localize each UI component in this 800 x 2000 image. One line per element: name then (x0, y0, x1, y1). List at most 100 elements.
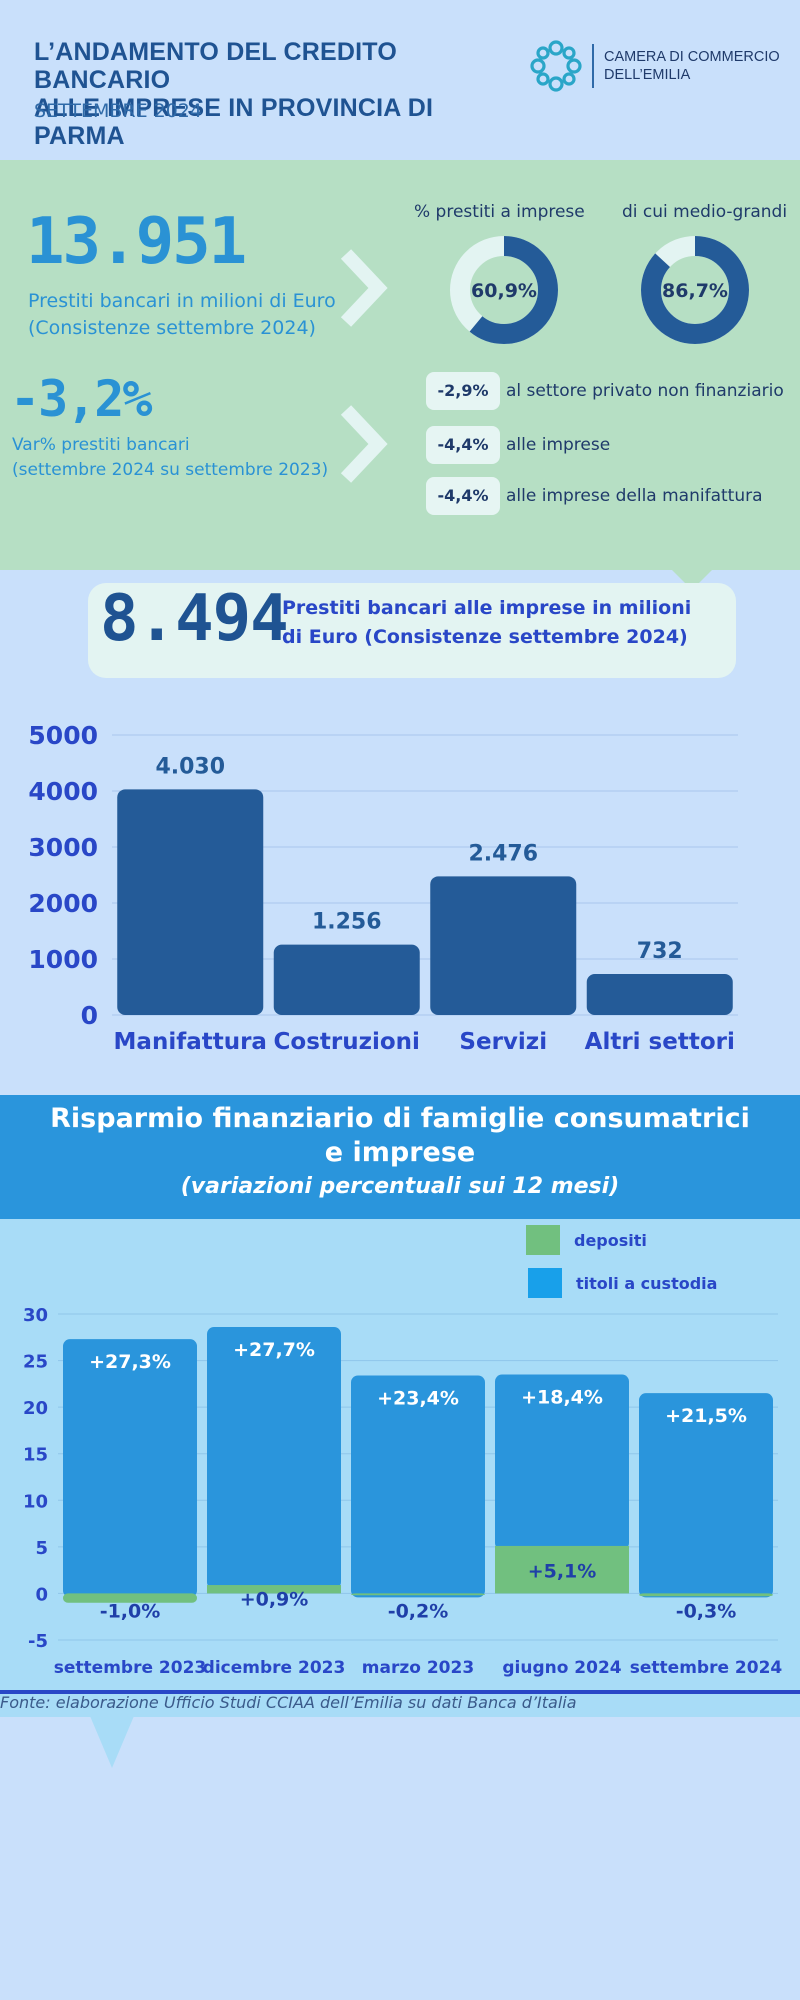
y-tick-label: 3000 (28, 833, 98, 862)
bar-value-label-depositi: +5,1% (528, 1561, 597, 1583)
business-loans-desc-line-2: di Euro (Consistenze settembre 2024) (282, 626, 688, 648)
breakdown-value: -4,4% (426, 477, 500, 515)
legend-swatch-deposits (526, 1225, 560, 1255)
savings-title-line-2: e imprese (324, 1137, 476, 1168)
bar-altri-settori (586, 974, 733, 1015)
bar-value-label-depositi: -0,3% (676, 1600, 737, 1622)
business-loans-card (88, 583, 736, 678)
sector-bar-chart: 0 1000 2000 3000 4000 5000 4.030 Manifattura 1.2… (28, 721, 738, 1055)
business-loans-value: 8.494 (100, 582, 289, 656)
loans-variation-description: Var% prestiti bancari (settembre 2024 su… (12, 433, 352, 483)
y-tick-label: 5000 (28, 721, 98, 750)
breakdown-label: alle imprese (506, 435, 611, 455)
bar-value-label: 2.476 (468, 841, 538, 866)
source-note: Fonte: elaborazione Ufficio Studi CCIAA … (0, 1693, 577, 1712)
org-line-2: DELL’EMILIA (604, 67, 691, 83)
x-category-label: Costruzioni (274, 1029, 420, 1055)
bar-titoli-a-custodia (351, 1375, 485, 1598)
y-tick-label: 15 (23, 1445, 48, 1466)
legend-swatch-securities (528, 1268, 562, 1298)
business-loans-description: Prestiti bancari alle imprese in milioni… (282, 594, 712, 652)
bar-depositi (351, 1593, 485, 1596)
title-line-1: L’ANDAMENTO DEL CREDITO BANCARIO (34, 38, 397, 94)
header (0, 0, 800, 160)
bar-manifattura (117, 789, 264, 1015)
x-category-label: Altri settori (585, 1029, 735, 1055)
loans-variation-value: -3,2% (10, 370, 153, 428)
bar-depositi (63, 1593, 197, 1603)
bar-depositi (639, 1593, 773, 1597)
y-tick-label: 30 (23, 1305, 48, 1326)
total-loans-value: 13.951 (26, 205, 247, 279)
y-tick-label: 2000 (28, 889, 98, 918)
business-loans-desc-line-1: Prestiti bancari alle imprese in milioni (282, 597, 692, 619)
donut-value-business-share: 60,9% (471, 280, 537, 302)
bar-value-label-depositi: -0,2% (388, 1600, 449, 1622)
breakdown-row-manufacturing: -4,4% alle imprese della manifattura (426, 477, 796, 515)
source-divider (0, 1690, 800, 1694)
y-tick-label: 0 (35, 1584, 48, 1605)
variation-desc-line-2: (settembre 2024 su settembre 2023) (12, 460, 329, 480)
x-category-label: settembre 2023 (54, 1658, 206, 1678)
bar-servizi (430, 876, 577, 1015)
y-tick-label: -5 (28, 1631, 48, 1652)
x-category-label: marzo 2023 (362, 1658, 474, 1678)
bar-value-label: 732 (637, 939, 683, 964)
bar-value-label-depositi: +0,9% (240, 1588, 309, 1610)
variation-desc-line-1: Var% prestiti bancari (12, 435, 190, 455)
donut-value-large-firms: 86,7% (662, 280, 728, 302)
bar-value-label-depositi: -1,0% (100, 1600, 161, 1622)
bar-titoli-a-custodia (639, 1393, 773, 1598)
legend-label-securities: titoli a custodia (576, 1274, 718, 1293)
donut-label-business-share: % prestiti a imprese (414, 202, 585, 222)
bar-depositi (207, 1585, 341, 1594)
org-line-1: CAMERA DI COMMERCIO (604, 49, 780, 65)
donut-large-firms: 86,7% (641, 236, 749, 344)
total-loans-desc-line-1: Prestiti bancari in milioni di Euro (28, 290, 336, 312)
bar-costruzioni (273, 944, 420, 1015)
x-category-label: Servizi (459, 1029, 547, 1055)
breakdown-value: -4,4% (426, 426, 500, 464)
page-subtitle: SETTEMBRE 2024 (34, 100, 202, 122)
bar-value-label-titoli: +23,4% (377, 1387, 459, 1409)
breakdown-label: al settore privato non finanziario (506, 381, 784, 401)
chamber-logo-icon (530, 40, 582, 92)
bar-titoli-a-custodia (207, 1327, 341, 1590)
bar-value-label-titoli: +27,3% (89, 1351, 171, 1373)
breakdown-row-businesses: -4,4% alle imprese (426, 426, 796, 464)
chevron-right-icon (340, 249, 388, 327)
logo-divider (592, 44, 594, 88)
bar-value-label-titoli: +27,7% (233, 1339, 315, 1361)
donut-business-share: 60,9% (450, 236, 558, 344)
breakdown-label: alle imprese della manifattura (506, 486, 763, 506)
bar-titoli-a-custodia (63, 1339, 197, 1598)
bar-value-label-titoli: +21,5% (665, 1405, 747, 1427)
y-tick-label: 20 (23, 1398, 48, 1419)
bar-depositi (495, 1545, 629, 1594)
total-loans-desc-line-2: (Consistenze settembre 2024) (28, 317, 316, 339)
y-tick-label: 10 (23, 1491, 48, 1512)
x-category-label: settembre 2024 (630, 1658, 783, 1678)
y-tick-label: 5 (35, 1538, 48, 1559)
y-tick-label: 25 (23, 1352, 48, 1373)
bar-titoli-a-custodia (495, 1374, 629, 1550)
bar-value-label-titoli: +18,4% (521, 1387, 603, 1409)
x-category-label: Manifattura (114, 1029, 267, 1055)
x-category-label: giugno 2024 (502, 1658, 621, 1678)
donut-label-large-firms: di cui medio-grandi (622, 202, 788, 222)
legend-label-deposits: depositi (574, 1231, 647, 1250)
total-loans-description: Prestiti bancari in milioni di Euro (Con… (28, 288, 348, 342)
organization-name: CAMERA DI COMMERCIO DELL’EMILIA (604, 48, 794, 84)
breakdown-row-private-sector: -2,9% al settore privato non finanziario (426, 372, 796, 410)
bar-value-label: 4.030 (155, 754, 225, 779)
savings-panel-pointer (90, 1716, 134, 1768)
title-line-2: ALLE IMPRESE IN PROVINCIA DI PARMA (34, 94, 434, 150)
loans-panel (0, 160, 800, 570)
savings-title: Risparmio finanziario di famiglie consum… (0, 1102, 800, 1170)
savings-subtitle: (variazioni percentuali sui 12 mesi) (180, 1174, 620, 1199)
x-category-label: dicembre 2023 (203, 1658, 346, 1678)
y-tick-label: 4000 (28, 777, 98, 806)
breakdown-value: -2,9% (426, 372, 500, 410)
savings-title-line-1: Risparmio finanziario di famiglie consum… (50, 1103, 750, 1134)
bar-value-label: 1.256 (312, 910, 382, 935)
